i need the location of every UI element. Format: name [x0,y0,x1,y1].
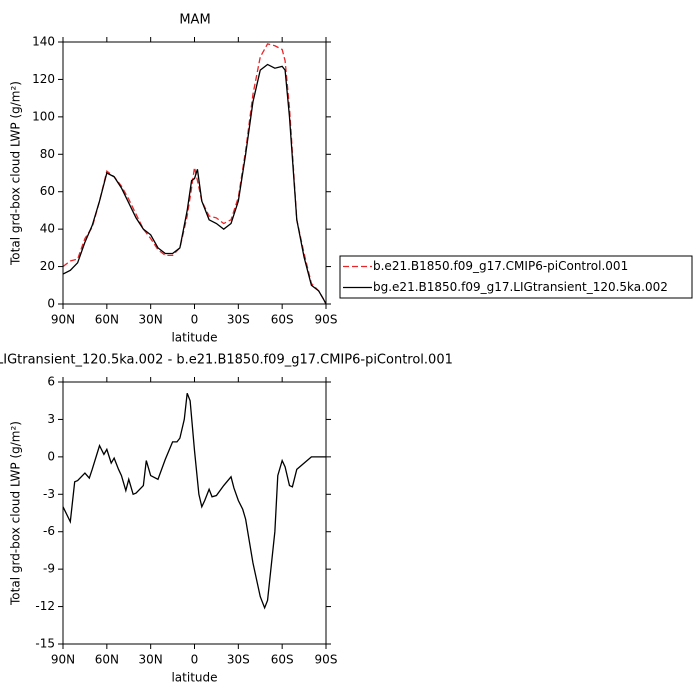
x-tick-label: 60S [271,313,294,327]
y-axis-label: Total grd-box cloud LWP (g/m²) [9,81,23,266]
data-line [62,63,327,305]
x-tick-label: 90N [51,313,75,327]
x-tick-label: 30N [139,653,163,667]
legend-box [339,255,693,299]
x-tick-label: 30S [227,313,250,327]
x-axis-label: latitude [171,331,217,345]
y-tick-label: 20 [40,259,55,273]
y-tick-label: 100 [32,109,55,123]
x-tick-label: 60N [95,313,119,327]
y-axis-label: Total grd-box cloud LWP (g/m²) [9,421,23,606]
data-line [62,392,326,610]
y-tick-label: 3 [47,412,55,426]
x-tick-label: 60S [271,653,294,667]
x-tick-label: 60N [95,653,119,667]
y-tick-label: -12 [35,599,55,613]
y-tick-label: 120 [32,72,55,86]
x-tick-label: 90S [315,313,338,327]
y-tick-label: 0 [47,297,55,311]
x-tick-label: 90N [51,653,75,667]
y-tick-label: -9 [43,562,55,576]
plot-frame [62,41,327,305]
y-tick-label: -15 [35,637,55,651]
x-tick-label: 30N [139,313,163,327]
chart-title: LIGtransient_120.5ka.002 - b.e21.B1850.f… [0,353,453,368]
chart-title: MAM [179,13,210,28]
y-tick-label: 60 [40,184,55,198]
y-tick-label: 6 [47,375,55,389]
y-tick-label: 80 [40,147,55,161]
y-tick-label: -3 [43,487,55,501]
data-line [62,43,327,305]
x-tick-label: 0 [191,313,199,327]
y-tick-label: -6 [43,524,55,538]
x-tick-label: 30S [227,653,250,667]
y-tick-label: 140 [32,35,55,49]
x-tick-label: 90S [315,653,338,667]
x-axis-label: latitude [171,671,217,685]
legend-label: bg.e21.B1850.f09_g17.LIGtransient_120.5k… [373,280,668,294]
plot-frame [62,381,327,645]
y-tick-label: 0 [47,449,55,463]
legend-label: b.e21.B1850.f09_g17.CMIP6-piControl.001 [373,259,628,273]
y-tick-label: 40 [40,222,55,236]
x-tick-label: 0 [191,653,199,667]
